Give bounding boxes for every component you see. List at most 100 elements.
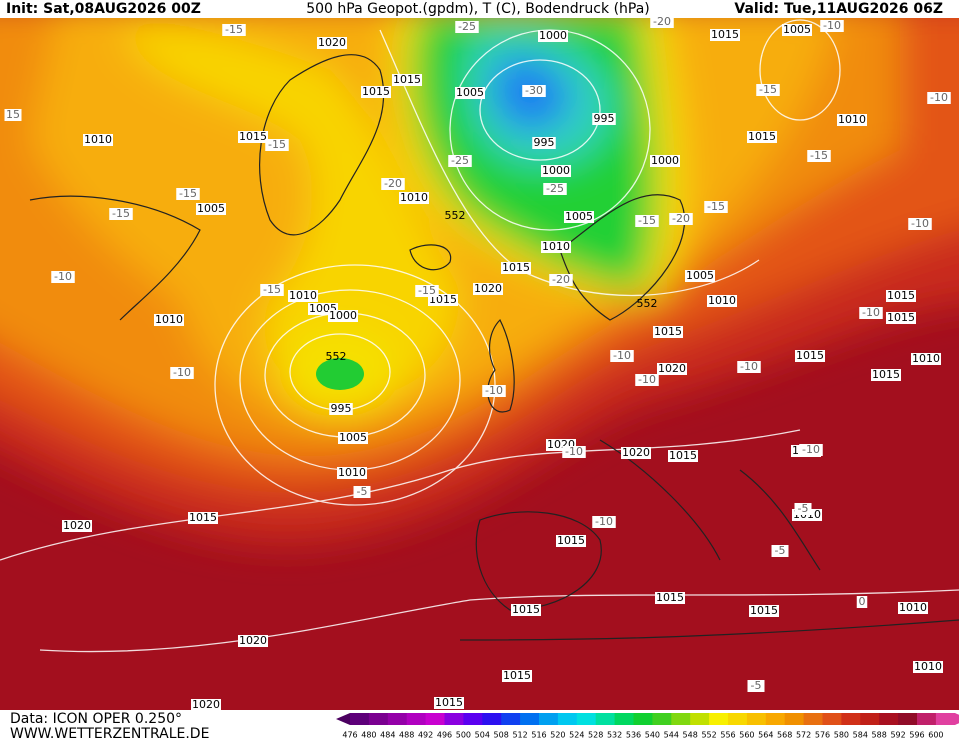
pressure-label-box bbox=[657, 363, 687, 375]
scale-cell bbox=[595, 713, 616, 725]
temperature-label: -10 bbox=[823, 19, 841, 32]
pressure-label: 1015 bbox=[750, 604, 778, 617]
temperature-label-box bbox=[856, 596, 868, 608]
pressure-label-box bbox=[668, 450, 698, 462]
pressure-label: 1015 bbox=[189, 511, 217, 524]
pressure-label-box bbox=[710, 29, 740, 41]
temperature-label-box bbox=[704, 201, 728, 213]
temperature-label-box bbox=[669, 213, 693, 225]
map bbox=[0, 18, 959, 710]
pressure-label: 1000 bbox=[542, 164, 570, 177]
pressure-label-box bbox=[541, 165, 571, 177]
isobars bbox=[0, 19, 959, 653]
scale-label: 544 bbox=[664, 731, 679, 740]
temperature-label-box bbox=[807, 150, 831, 162]
temperature-label-box bbox=[170, 367, 194, 379]
temperature-label-box bbox=[650, 16, 674, 28]
temperature-label-box bbox=[482, 385, 506, 397]
pressure-label-box bbox=[399, 192, 429, 204]
scale-cell bbox=[482, 713, 502, 725]
valid-time: Valid: Tue,11AUG2026 06Z bbox=[734, 1, 943, 17]
pressure-label-box bbox=[556, 535, 586, 547]
scale-label: 568 bbox=[777, 731, 792, 740]
pressure-label-box bbox=[501, 262, 531, 274]
temperature-label-box bbox=[265, 139, 289, 151]
temperature-label: -20 bbox=[384, 177, 402, 190]
scale-label: 576 bbox=[815, 731, 830, 740]
pressure-label-box bbox=[782, 24, 812, 36]
temperature-label-box bbox=[448, 155, 472, 167]
pressure-label-box bbox=[455, 87, 485, 99]
pressure-label: 1020 bbox=[474, 282, 502, 295]
temperature-label-box bbox=[415, 285, 439, 297]
pressure-label: 1005 bbox=[197, 202, 225, 215]
scale-cell bbox=[520, 713, 540, 725]
geopotential-label: 552 bbox=[326, 350, 347, 363]
pressure-label-box bbox=[898, 602, 928, 614]
temperature-label-box bbox=[353, 486, 371, 498]
scale-cell bbox=[425, 713, 445, 725]
temperature-label-box bbox=[927, 92, 951, 104]
temperature-label-box bbox=[635, 374, 659, 386]
pressure-label-box bbox=[473, 283, 503, 295]
pressure-label-box bbox=[911, 353, 941, 365]
temperature-label: -10 bbox=[54, 270, 72, 283]
pressure-label: 1015 bbox=[711, 28, 739, 41]
scale-label: 572 bbox=[796, 731, 811, 740]
scale-cell bbox=[671, 713, 691, 725]
pressure-label-box bbox=[795, 350, 825, 362]
temperature-label: -5 bbox=[357, 485, 368, 498]
scale-cell bbox=[898, 713, 918, 725]
pressure-label-box bbox=[196, 203, 226, 215]
pressure-label-box bbox=[361, 86, 391, 98]
scale-label: 536 bbox=[626, 731, 641, 740]
scale-cell bbox=[860, 713, 880, 725]
scale-label: 548 bbox=[683, 731, 698, 740]
pressure-label: 1020 bbox=[63, 519, 91, 532]
pressure-label: 995 bbox=[594, 112, 615, 125]
scale-cell bbox=[917, 713, 937, 725]
pressure-label: 995 bbox=[331, 402, 352, 415]
scale-label: 540 bbox=[645, 731, 660, 740]
temperature-label-box bbox=[592, 516, 616, 528]
temperature-label: -5 bbox=[775, 544, 786, 557]
pressure-label-box bbox=[650, 155, 680, 167]
scale-cell bbox=[539, 713, 559, 725]
scale-arrow-high bbox=[954, 713, 959, 725]
scale-label: 480 bbox=[361, 731, 376, 740]
pressure-label: 1015 bbox=[654, 325, 682, 338]
scale-cell bbox=[652, 713, 672, 725]
temperature-label: -20 bbox=[653, 15, 671, 28]
pressure-label-box bbox=[837, 114, 867, 126]
pressure-label-box bbox=[749, 605, 779, 617]
scale-cell bbox=[709, 713, 729, 725]
geopotential-label: 552 bbox=[445, 209, 466, 222]
temperature-label-box bbox=[562, 446, 586, 458]
scale-label: 500 bbox=[456, 731, 471, 740]
scale-cell bbox=[841, 713, 861, 725]
pressure-label: 1010 bbox=[838, 113, 866, 126]
temperature-label-box bbox=[859, 307, 883, 319]
scale-cell bbox=[368, 713, 389, 725]
temperature-label-box bbox=[455, 21, 479, 33]
temperature-label: -30 bbox=[525, 84, 543, 97]
temperature-label: -10 bbox=[740, 360, 758, 373]
color-scale: 476 480 484 488 492 496 500 504 508 512 516 520 524 5… bbox=[336, 713, 959, 740]
temperature-label: 0 bbox=[859, 595, 866, 608]
pressure-label: 1015 bbox=[796, 349, 824, 362]
scale-label: 552 bbox=[701, 731, 716, 740]
pressure-label-box bbox=[154, 314, 184, 326]
pressure-label: 995 bbox=[534, 136, 555, 149]
low-core bbox=[316, 358, 364, 390]
pressure-label-box bbox=[747, 131, 777, 143]
pressure-label: 1015 bbox=[393, 73, 421, 86]
temperature-label-box bbox=[176, 188, 200, 200]
scale-cell bbox=[576, 713, 597, 725]
scale-label: 504 bbox=[475, 731, 490, 740]
temperature-label-box bbox=[222, 24, 246, 36]
pressure-label-box bbox=[329, 403, 353, 415]
pressure-label: 1010 bbox=[338, 466, 366, 479]
scale-label: 512 bbox=[512, 731, 527, 740]
data-source: Data: ICON OPER 0.250° bbox=[10, 711, 182, 727]
